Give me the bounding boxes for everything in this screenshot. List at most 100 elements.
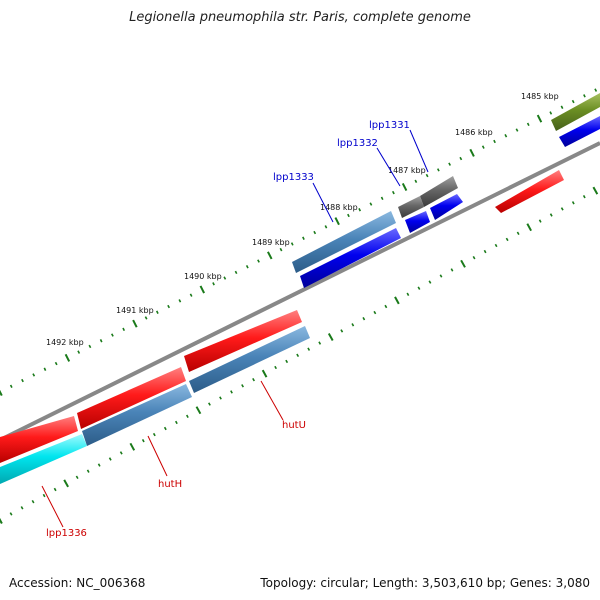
genome-map: 1485 kbp 1486 kbp 1487 kbp 1488 kbp 1489… — [0, 0, 600, 600]
inner-tick-mark — [385, 305, 387, 308]
gene-label-lpp1331[interactable]: lpp1331 — [369, 120, 410, 131]
outer-tick-mark — [382, 197, 383, 200]
outer-tick-mark — [133, 320, 137, 327]
inner-tick-mark — [88, 470, 89, 473]
inner-tick-mark — [573, 202, 574, 205]
outer-tick-mark — [449, 163, 450, 166]
outer-tick-mark — [268, 252, 272, 259]
inner-tick-mark — [64, 480, 68, 487]
inner-tick-mark — [54, 488, 56, 491]
outer-tick-mark — [505, 134, 506, 137]
ticks-inner — [0, 187, 597, 523]
outer-tick-mark — [460, 157, 461, 160]
inner-tick-mark — [143, 439, 144, 442]
outer-tick-mark — [370, 203, 371, 206]
outer-tick-mark — [258, 260, 259, 263]
outer-tick-mark — [280, 248, 281, 251]
outer-tick-mark — [426, 174, 427, 177]
outer-tick-mark — [112, 334, 113, 337]
inner-tick-mark — [352, 324, 353, 327]
outer-tick-mark — [516, 129, 517, 132]
outer-tick-mark — [470, 149, 474, 156]
outer-tick-mark — [101, 339, 102, 342]
inner-tick-mark — [440, 275, 441, 278]
inner-tick-mark — [341, 330, 343, 333]
inner-tick-mark — [319, 342, 320, 345]
inner-tick-mark — [395, 297, 399, 304]
inner-tick-mark — [584, 195, 585, 198]
inner-tick-mark — [121, 452, 123, 455]
outer-tick-mark — [11, 385, 12, 388]
outer-tick-mark — [573, 100, 574, 103]
outer-tick-mark — [89, 345, 90, 348]
outer-tick-mark — [247, 265, 248, 268]
inner-tick-mark — [187, 415, 188, 418]
inner-tick-mark — [154, 433, 156, 436]
outer-tick-mark — [584, 95, 585, 98]
outer-tick-mark — [325, 226, 326, 229]
outer-tick-mark — [359, 208, 360, 211]
inner-tick-mark — [21, 507, 23, 510]
genome-backbone — [0, 143, 600, 440]
outer-tick-mark — [224, 277, 225, 280]
inner-tick-mark — [176, 421, 177, 424]
inner-tick-mark — [242, 385, 244, 388]
outer-tick-mark — [538, 115, 542, 122]
tick-label-1485: 1485 kbp — [521, 92, 559, 101]
inner-tick-mark — [32, 500, 34, 503]
outer-tick-mark — [123, 328, 124, 331]
gene-label-lpp1332[interactable]: lpp1332 — [337, 138, 378, 149]
inner-tick-mark — [429, 281, 431, 284]
inner-tick-mark — [10, 513, 12, 516]
inner-tick-mark — [286, 360, 288, 363]
outer-tick-mark — [190, 294, 191, 297]
gene-label-hutU[interactable]: hutU — [282, 420, 306, 431]
inner-tick-mark — [231, 391, 232, 394]
inner-tick-mark — [0, 517, 2, 524]
inner-tick-mark — [197, 407, 201, 414]
inner-tick-mark — [540, 220, 541, 223]
gene-label-hutH[interactable]: hutH — [158, 479, 182, 490]
inner-tick-mark — [209, 403, 211, 406]
inner-tick-mark — [329, 334, 333, 341]
tick-label-1490: 1490 kbp — [184, 272, 222, 281]
inner-tick-mark — [110, 458, 112, 461]
outer-tick-mark — [22, 379, 23, 382]
inner-tick-mark — [517, 232, 519, 235]
leader-line-hutH — [148, 436, 167, 476]
tick-label-1487: 1487 kbp — [388, 166, 426, 175]
tick-label-1491: 1491 kbp — [116, 306, 154, 315]
outer-tick-mark — [303, 237, 304, 240]
leader-line-lpp1336 — [42, 486, 63, 527]
outer-tick-mark — [33, 374, 34, 377]
outer-tick-mark — [494, 140, 495, 143]
outer-tick-mark — [44, 368, 45, 371]
outer-tick-mark — [403, 183, 407, 190]
inner-tick-mark — [220, 397, 221, 400]
outer-tick-mark — [0, 388, 2, 395]
gene-label-lpp1336[interactable]: lpp1336 — [46, 528, 87, 539]
genome-summary-text: Topology: circular; Length: 3,503,610 bp… — [260, 576, 590, 590]
tick-label-1492: 1492 kbp — [46, 338, 84, 347]
outer-tick-mark — [314, 231, 315, 234]
inner-tick-mark — [562, 208, 564, 211]
inner-tick-mark — [363, 317, 364, 320]
outer-tick-mark — [415, 180, 416, 183]
outer-tick-mark — [348, 214, 349, 217]
inner-tick-mark — [551, 214, 553, 217]
outer-tick-mark — [292, 243, 293, 246]
gene-label-lpp1333[interactable]: lpp1333 — [273, 172, 314, 183]
inner-tick-mark — [407, 293, 408, 296]
outer-tick-mark — [438, 169, 439, 172]
outer-tick-mark — [201, 286, 205, 293]
outer-tick-mark — [561, 106, 562, 109]
outer-tick-mark — [483, 146, 484, 149]
outer-tick-mark — [393, 191, 394, 194]
inner-tick-mark — [43, 494, 44, 497]
outer-tick-mark — [235, 271, 236, 274]
outer-tick-mark — [145, 317, 146, 320]
tick-label-1486: 1486 kbp — [455, 128, 493, 137]
inner-tick-mark — [593, 187, 597, 194]
inner-tick-mark — [297, 354, 299, 357]
inner-tick-mark — [253, 378, 255, 381]
